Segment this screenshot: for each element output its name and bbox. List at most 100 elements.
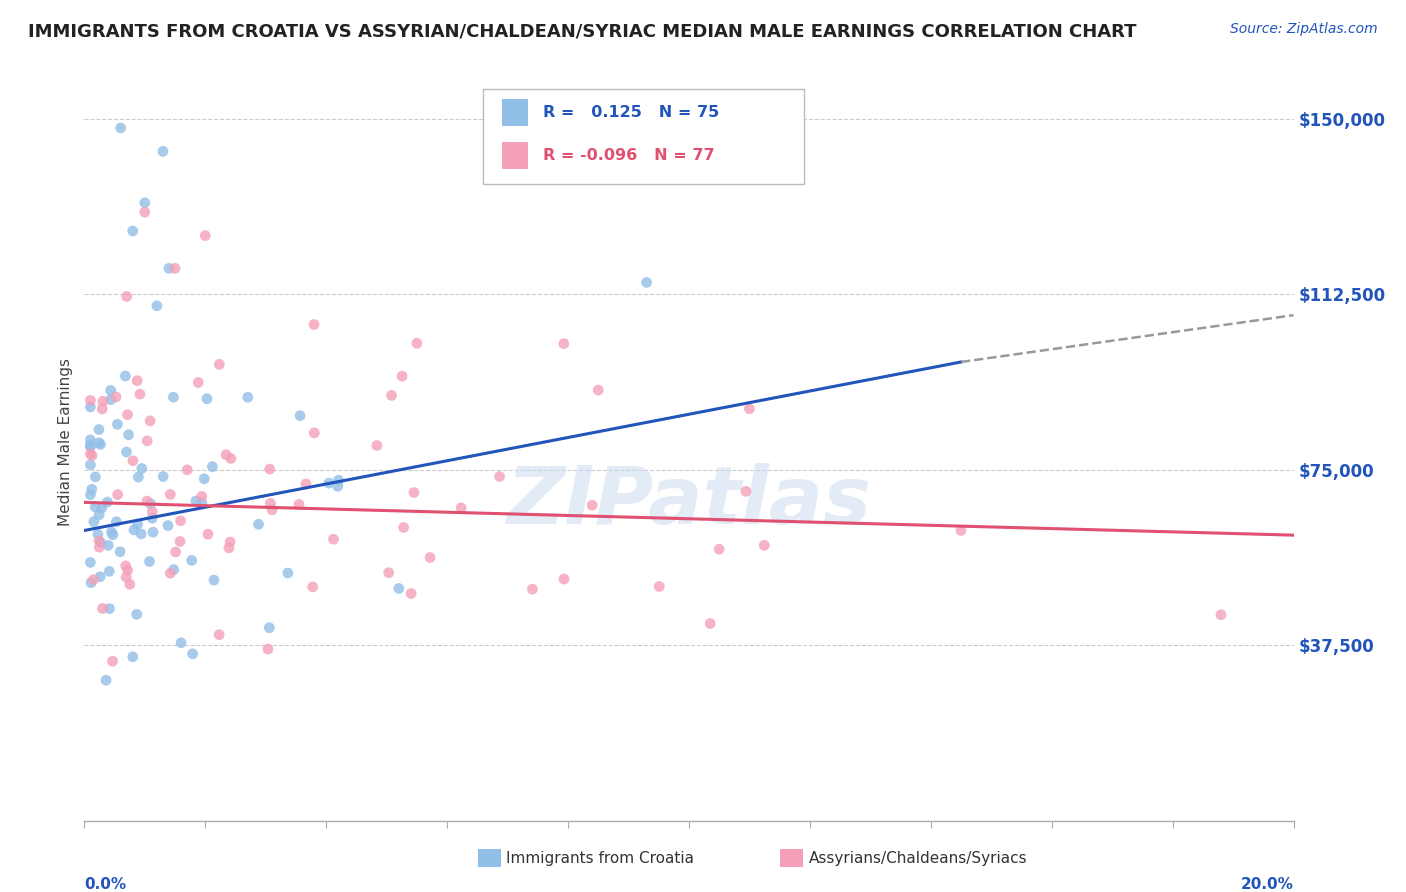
- Point: [82, 449, 104, 463]
- Point: [84, 500, 107, 514]
- Point: [301, 580, 323, 594]
- Point: [402, 485, 425, 500]
- Point: [181, 647, 204, 661]
- Point: [79, 458, 101, 472]
- Point: [157, 261, 180, 276]
- Point: [156, 518, 179, 533]
- Point: [87, 533, 110, 548]
- Point: [142, 525, 165, 540]
- Point: [82, 573, 104, 587]
- Point: [219, 535, 242, 549]
- Point: [208, 627, 231, 641]
- Point: [134, 205, 156, 219]
- Point: [169, 534, 191, 549]
- Point: [117, 427, 139, 442]
- FancyBboxPatch shape: [502, 99, 529, 126]
- Point: [114, 369, 136, 384]
- Point: [79, 393, 101, 408]
- Point: [125, 607, 148, 622]
- FancyBboxPatch shape: [502, 142, 529, 169]
- Point: [259, 462, 281, 476]
- Point: [366, 438, 388, 452]
- Point: [90, 501, 112, 516]
- Point: [581, 498, 603, 512]
- Text: Assyrians/Chaldeans/Syriacs: Assyrians/Chaldeans/Syriacs: [808, 851, 1026, 865]
- Point: [169, 514, 191, 528]
- Point: [101, 654, 124, 668]
- Point: [304, 425, 326, 440]
- Point: [247, 517, 270, 532]
- Point: [257, 642, 280, 657]
- Point: [101, 528, 124, 542]
- Point: [159, 487, 181, 501]
- Point: [79, 438, 101, 452]
- Point: [191, 489, 214, 503]
- Point: [295, 477, 318, 491]
- Point: [187, 376, 209, 390]
- Point: [122, 523, 145, 537]
- Point: [388, 582, 411, 596]
- Point: [80, 575, 103, 590]
- Point: [115, 289, 138, 303]
- Point: [107, 487, 129, 501]
- Point: [170, 636, 193, 650]
- Point: [191, 496, 214, 510]
- Point: [110, 120, 132, 135]
- Point: [392, 520, 415, 534]
- Point: [115, 570, 138, 584]
- Point: [588, 383, 610, 397]
- Point: [709, 542, 731, 557]
- Point: [236, 390, 259, 404]
- Point: [94, 673, 117, 688]
- Point: [131, 461, 153, 475]
- Point: [218, 541, 240, 555]
- FancyBboxPatch shape: [484, 89, 804, 184]
- Point: [127, 470, 149, 484]
- Point: [114, 558, 136, 573]
- Point: [87, 423, 110, 437]
- Y-axis label: Median Male Earnings: Median Male Earnings: [58, 358, 73, 525]
- Point: [259, 496, 281, 510]
- Point: [87, 527, 110, 541]
- Point: [699, 616, 721, 631]
- Point: [553, 572, 575, 586]
- Point: [108, 545, 131, 559]
- Point: [152, 469, 174, 483]
- Point: [129, 387, 152, 401]
- Point: [115, 445, 138, 459]
- Point: [79, 400, 101, 414]
- Point: [98, 601, 121, 615]
- Point: [89, 508, 111, 522]
- Text: ZIPatlas: ZIPatlas: [506, 463, 872, 541]
- Point: [219, 451, 242, 466]
- Text: R =   0.125   N = 75: R = 0.125 N = 75: [543, 104, 718, 120]
- Point: [288, 409, 311, 423]
- Text: 0.0%: 0.0%: [84, 877, 127, 892]
- Point: [215, 448, 238, 462]
- Point: [138, 554, 160, 568]
- Point: [134, 195, 156, 210]
- Text: IMMIGRANTS FROM CROATIA VS ASSYRIAN/CHALDEAN/SYRIAC MEDIAN MALE EARNINGS CORRELA: IMMIGRANTS FROM CROATIA VS ASSYRIAN/CHAL…: [28, 22, 1136, 40]
- Point: [194, 228, 217, 243]
- Point: [127, 374, 149, 388]
- Point: [738, 401, 761, 416]
- Point: [754, 538, 776, 552]
- Point: [129, 527, 152, 541]
- Point: [100, 384, 122, 398]
- Point: [100, 524, 122, 539]
- Point: [202, 573, 225, 587]
- Point: [1209, 607, 1232, 622]
- Point: [262, 502, 284, 516]
- Point: [98, 564, 121, 578]
- Point: [277, 566, 299, 580]
- Point: [117, 408, 139, 422]
- Point: [163, 563, 186, 577]
- Point: [176, 463, 198, 477]
- Point: [328, 473, 350, 487]
- Point: [184, 494, 207, 508]
- Point: [127, 516, 149, 531]
- Point: [146, 299, 169, 313]
- Point: [79, 440, 101, 454]
- Point: [139, 414, 162, 428]
- Point: [136, 494, 159, 508]
